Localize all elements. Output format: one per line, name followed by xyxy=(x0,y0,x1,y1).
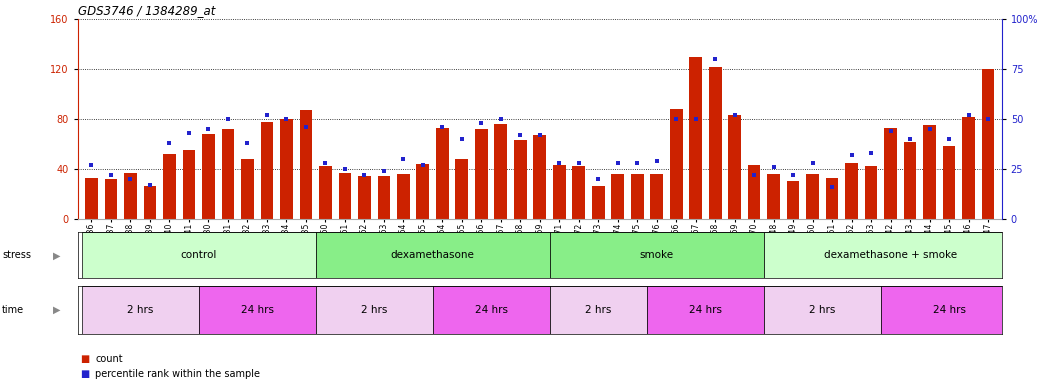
Bar xyxy=(845,163,858,219)
Bar xyxy=(747,165,761,219)
Text: smoke: smoke xyxy=(639,250,674,260)
Bar xyxy=(358,177,371,219)
Bar xyxy=(338,173,351,219)
Bar xyxy=(689,57,702,219)
Bar xyxy=(865,167,877,219)
Text: 24 hrs: 24 hrs xyxy=(932,305,965,315)
Bar xyxy=(904,142,917,219)
Text: ▶: ▶ xyxy=(53,305,61,315)
Bar xyxy=(884,128,897,219)
Text: dexamethasone + smoke: dexamethasone + smoke xyxy=(824,250,957,260)
Bar xyxy=(651,174,663,219)
Bar xyxy=(198,286,316,334)
Text: control: control xyxy=(181,250,217,260)
Bar xyxy=(962,117,975,219)
Bar xyxy=(221,129,235,219)
Bar xyxy=(436,128,448,219)
Bar xyxy=(787,182,799,219)
Text: 2 hrs: 2 hrs xyxy=(810,305,836,315)
Bar xyxy=(729,115,741,219)
Bar xyxy=(163,154,175,219)
Bar xyxy=(143,187,157,219)
Bar xyxy=(202,134,215,219)
Bar xyxy=(923,125,936,219)
Bar xyxy=(611,174,624,219)
Bar xyxy=(319,167,332,219)
Bar xyxy=(647,286,764,334)
Bar xyxy=(553,165,566,219)
Bar xyxy=(316,232,549,278)
Text: 24 hrs: 24 hrs xyxy=(689,305,721,315)
Bar xyxy=(85,178,98,219)
Bar xyxy=(572,167,585,219)
Bar xyxy=(767,174,780,219)
Bar xyxy=(670,109,683,219)
Bar xyxy=(709,67,721,219)
Bar xyxy=(280,119,293,219)
Bar xyxy=(105,179,117,219)
Text: stress: stress xyxy=(2,250,31,260)
Text: percentile rank within the sample: percentile rank within the sample xyxy=(95,369,261,379)
Text: ■: ■ xyxy=(80,354,89,364)
Bar xyxy=(514,140,526,219)
Bar xyxy=(300,110,312,219)
Bar xyxy=(549,232,764,278)
Bar xyxy=(534,135,546,219)
Bar xyxy=(549,286,647,334)
Text: 24 hrs: 24 hrs xyxy=(474,305,508,315)
Bar xyxy=(433,286,549,334)
Bar xyxy=(125,173,137,219)
Bar xyxy=(397,174,410,219)
Bar xyxy=(82,286,198,334)
Text: time: time xyxy=(2,305,24,315)
Bar xyxy=(826,178,839,219)
Text: 2 hrs: 2 hrs xyxy=(127,305,154,315)
Text: 2 hrs: 2 hrs xyxy=(585,305,611,315)
Text: GDS3746 / 1384289_at: GDS3746 / 1384289_at xyxy=(78,3,215,17)
Bar xyxy=(183,150,195,219)
Text: 24 hrs: 24 hrs xyxy=(241,305,274,315)
Text: ■: ■ xyxy=(80,369,89,379)
Bar xyxy=(764,286,881,334)
Bar xyxy=(943,147,955,219)
Bar xyxy=(261,122,273,219)
Bar xyxy=(494,124,508,219)
Text: 2 hrs: 2 hrs xyxy=(361,305,387,315)
Bar xyxy=(316,286,433,334)
Text: dexamethasone: dexamethasone xyxy=(390,250,474,260)
Bar xyxy=(456,159,468,219)
Bar xyxy=(631,174,644,219)
Bar xyxy=(378,177,390,219)
Bar xyxy=(807,174,819,219)
Bar xyxy=(416,164,429,219)
Bar xyxy=(982,69,994,219)
Bar xyxy=(82,232,316,278)
Bar xyxy=(881,286,1017,334)
Text: ▶: ▶ xyxy=(53,250,61,260)
Bar xyxy=(764,232,1017,278)
Bar xyxy=(592,187,604,219)
Text: count: count xyxy=(95,354,124,364)
Bar xyxy=(475,129,488,219)
Bar xyxy=(241,159,253,219)
